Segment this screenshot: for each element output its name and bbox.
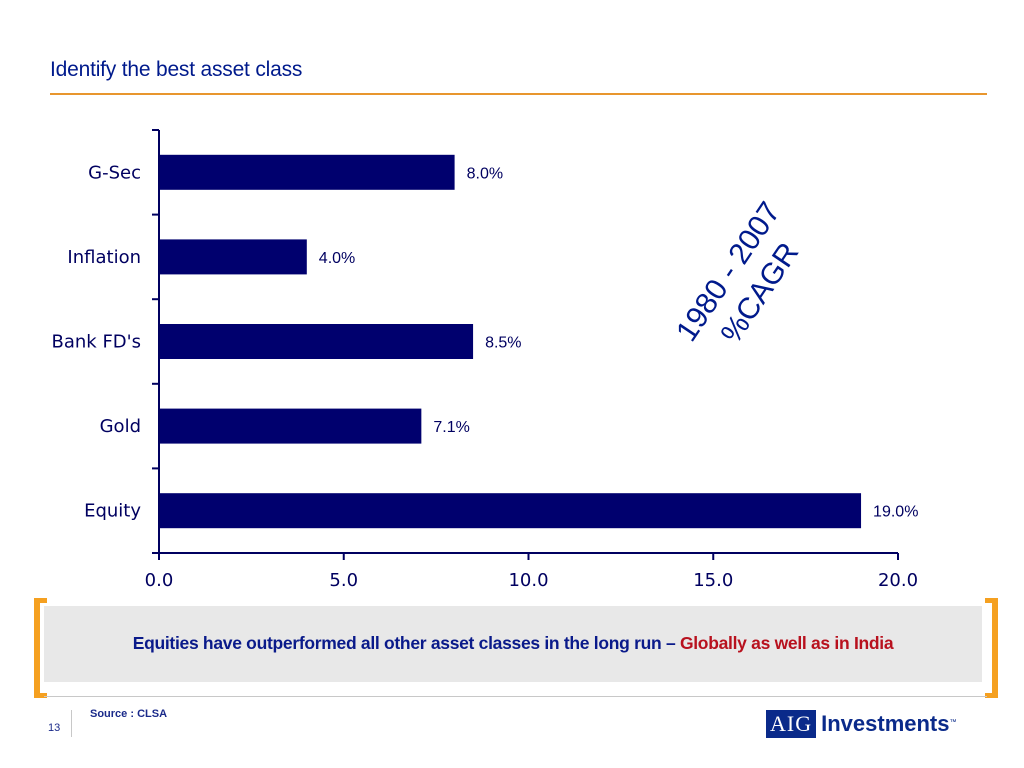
x-tick-label-0: 0.0 <box>145 570 174 591</box>
logo-trademark: ™ <box>949 719 957 726</box>
key-message-highlight: Globally as well as in India <box>679 633 894 653</box>
title-underline <box>50 93 987 95</box>
category-label-4: Equity <box>84 501 141 522</box>
x-tick-label-2: 10.0 <box>508 570 548 591</box>
source-note: Source : CLSA <box>90 708 168 720</box>
x-tick-label-3: 15.0 <box>693 570 733 591</box>
key-message: Equities have outperformed all other ass… <box>44 633 982 654</box>
value-label-4: 19.0% <box>873 504 918 521</box>
category-label-1: Inflation <box>67 247 141 268</box>
x-tick-label-4: 20.0 <box>878 570 918 591</box>
value-label-3: 7.1% <box>433 419 469 436</box>
bar-4 <box>159 493 862 529</box>
key-message-main: Equities have outperformed all other ass… <box>132 633 676 653</box>
category-labels-group: G-Sec Inflation Bank FD's Gold Equity <box>52 162 142 521</box>
value-label-0: 8.0% <box>467 165 503 182</box>
value-labels-group: 8.0% 4.0% 8.5% 7.1% 19.0% <box>319 165 919 520</box>
page-title: Identify the best asset class <box>50 58 303 81</box>
bar-3 <box>159 408 422 444</box>
value-label-2: 8.5% <box>485 335 521 352</box>
logo-aig-box: AIG <box>766 710 817 738</box>
category-label-2: Bank FD's <box>52 332 141 353</box>
bar-2 <box>159 324 474 359</box>
key-message-callout: Equities have outperformed all other ass… <box>44 606 982 682</box>
page-number: 13 <box>48 722 61 734</box>
right-bracket <box>985 598 998 698</box>
footer-divider <box>44 696 987 697</box>
period-annotation: 1980 - 2007 %CAGR <box>670 196 805 349</box>
bar-0 <box>159 154 455 190</box>
bars-group <box>159 154 862 529</box>
left-bracket <box>34 598 47 698</box>
value-label-1: 4.0% <box>319 250 355 267</box>
axes-group <box>152 129 899 560</box>
bar-1 <box>159 239 307 275</box>
bar-chart: 8.0% 4.0% 8.5% 7.1% 19.0% G-Sec Inflation Bank… <box>52 129 919 591</box>
logo-wordmark: Investments <box>821 711 950 736</box>
aig-investments-logo: AIG Investments ™ <box>766 709 957 739</box>
x-tick-labels-group: 0.0 5.0 10.0 15.0 20.0 <box>145 570 918 591</box>
x-tick-label-1: 5.0 <box>329 570 358 591</box>
category-label-0: G-Sec <box>88 162 141 183</box>
page-number-separator <box>71 710 72 737</box>
category-label-3: Gold <box>100 416 141 437</box>
